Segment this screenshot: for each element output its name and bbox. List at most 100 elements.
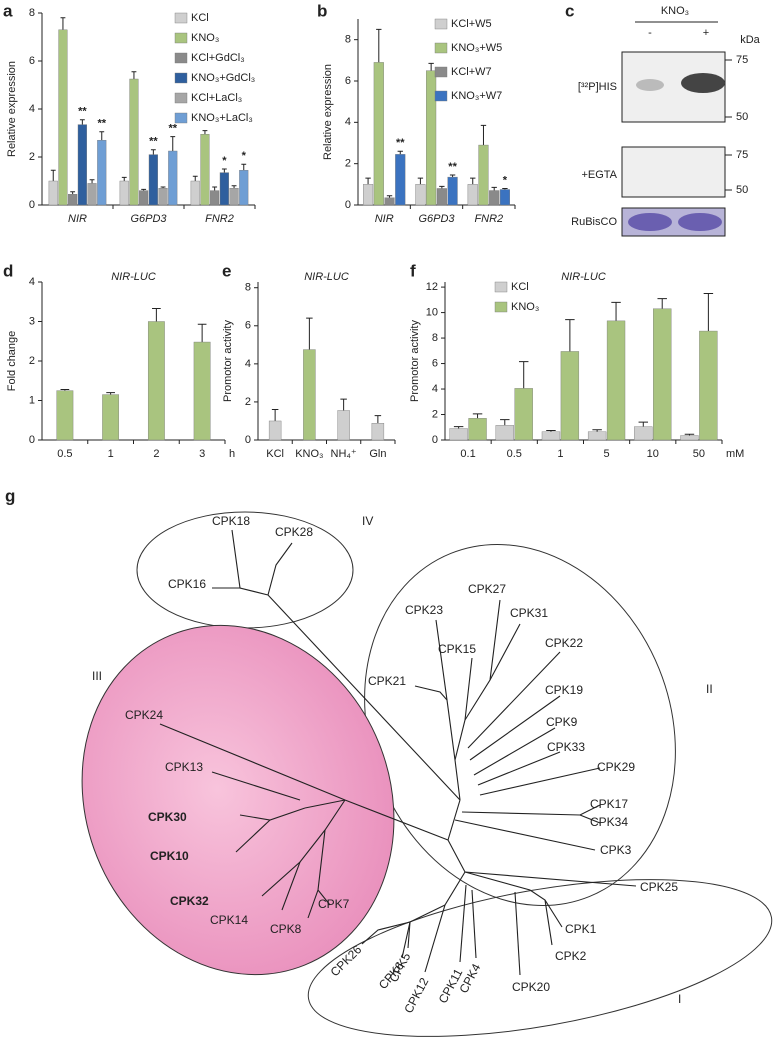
x-tick-label: NIR xyxy=(375,213,394,225)
leaf-label: CPK29 xyxy=(597,760,635,774)
error-bar xyxy=(611,301,621,321)
significance: * xyxy=(242,150,247,162)
panel-label: f xyxy=(410,261,416,280)
error-bar xyxy=(152,307,161,322)
error-bar xyxy=(121,176,127,181)
y-axis-label: Fold change xyxy=(6,331,18,392)
leaf-label: CPK21 xyxy=(368,674,406,688)
band xyxy=(628,213,672,231)
legend-swatch xyxy=(434,90,448,102)
bar xyxy=(436,188,447,206)
panel-label: b xyxy=(317,1,327,20)
bar xyxy=(426,70,437,206)
y-tick-label: 6 xyxy=(29,55,35,67)
error-bar xyxy=(212,186,218,191)
leaf-label: CPK30 xyxy=(148,810,187,824)
legend-label: KNO₃+LaCl₃ xyxy=(191,112,253,124)
panel-label: d xyxy=(3,261,13,280)
bar xyxy=(653,308,672,441)
x-tick-label: 5 xyxy=(604,448,610,460)
bar xyxy=(415,184,426,206)
marker-label: 50 xyxy=(736,111,748,123)
x-tick-label: 3 xyxy=(199,448,205,460)
leaf-label: CPK23 xyxy=(405,603,443,617)
y-tick-label: 4 xyxy=(29,276,35,288)
error-bar xyxy=(202,130,208,135)
leaf-label: CPK34 xyxy=(590,815,628,829)
x-tick-label: FNR2 xyxy=(474,213,503,225)
error-bar xyxy=(192,175,198,181)
x-tick-label: 0.1 xyxy=(460,448,475,460)
clade-label: III xyxy=(92,669,102,683)
bar xyxy=(77,124,87,206)
leaf-label: CPK20 xyxy=(512,980,550,994)
panel-label: e xyxy=(222,261,231,280)
error-bar xyxy=(374,415,382,424)
error-bar xyxy=(684,433,695,436)
x-tick-label: 1 xyxy=(557,448,563,460)
marker-label: 75 xyxy=(736,149,748,161)
bar xyxy=(147,321,165,441)
bar xyxy=(129,78,139,206)
y-tick-label: 4 xyxy=(345,116,351,128)
error-bar xyxy=(231,185,237,189)
bar xyxy=(449,428,468,441)
y-tick-label: 0 xyxy=(29,434,35,446)
legend-swatch xyxy=(174,52,188,64)
marker-ticks xyxy=(725,59,732,191)
leaf-label: CPK13 xyxy=(165,760,203,774)
y-axis-label: Promotor activity xyxy=(222,320,234,402)
leaf-label: CPK9 xyxy=(546,715,578,729)
y-tick-label: 8 xyxy=(432,332,438,344)
significance: ** xyxy=(168,123,177,135)
clade-ellipse xyxy=(136,511,354,629)
bar xyxy=(699,330,718,441)
error-bar xyxy=(449,174,456,178)
significance: ** xyxy=(78,106,87,118)
leaf-label: CPK28 xyxy=(275,525,313,539)
leaf-label: CPK12 xyxy=(401,975,431,1015)
clade-label: I xyxy=(678,992,681,1006)
error-bar xyxy=(241,163,247,171)
error-bar xyxy=(197,323,207,343)
bar xyxy=(97,139,107,206)
legend-swatch xyxy=(174,92,188,104)
bar xyxy=(384,197,395,206)
leaf-label: CPK2 xyxy=(555,949,587,963)
leaf-label: CPK27 xyxy=(468,582,506,596)
bar xyxy=(219,172,229,206)
leaf-label: CPK22 xyxy=(545,636,583,650)
bar xyxy=(48,180,58,206)
error-bar xyxy=(306,317,313,350)
error-bar xyxy=(99,131,105,141)
legend-swatch xyxy=(434,18,448,30)
bar xyxy=(56,390,74,441)
y-tick-label: 0 xyxy=(432,434,438,446)
bar xyxy=(229,187,239,206)
y-tick-label: 8 xyxy=(29,7,35,19)
legend-swatch xyxy=(434,66,448,78)
x-tick-label: NIR xyxy=(68,213,87,225)
error-bar xyxy=(500,419,510,426)
panel-label: g xyxy=(5,486,15,505)
marker-label: 50 xyxy=(736,184,748,196)
bar xyxy=(499,189,510,206)
legend-label: KNO₃+W7 xyxy=(451,90,502,102)
y-tick-label: 3 xyxy=(29,315,35,327)
y-tick-label: 6 xyxy=(245,320,251,332)
bar xyxy=(148,154,158,206)
y-tick-label: 0 xyxy=(345,199,351,211)
x-tick-label: 50 xyxy=(693,448,705,460)
bar xyxy=(395,154,406,206)
error-bar xyxy=(428,62,434,71)
row-label: +EGTA xyxy=(581,169,617,181)
x-tick-label: 10 xyxy=(647,448,659,460)
y-tick-label: 2 xyxy=(29,355,35,367)
leaf-label: CPK33 xyxy=(547,740,585,754)
bar xyxy=(102,394,120,441)
band xyxy=(681,73,725,93)
error-bar xyxy=(89,179,95,184)
leaf-label: CPK25 xyxy=(640,880,678,894)
legend-swatch xyxy=(494,281,508,293)
error-bar xyxy=(365,177,371,185)
